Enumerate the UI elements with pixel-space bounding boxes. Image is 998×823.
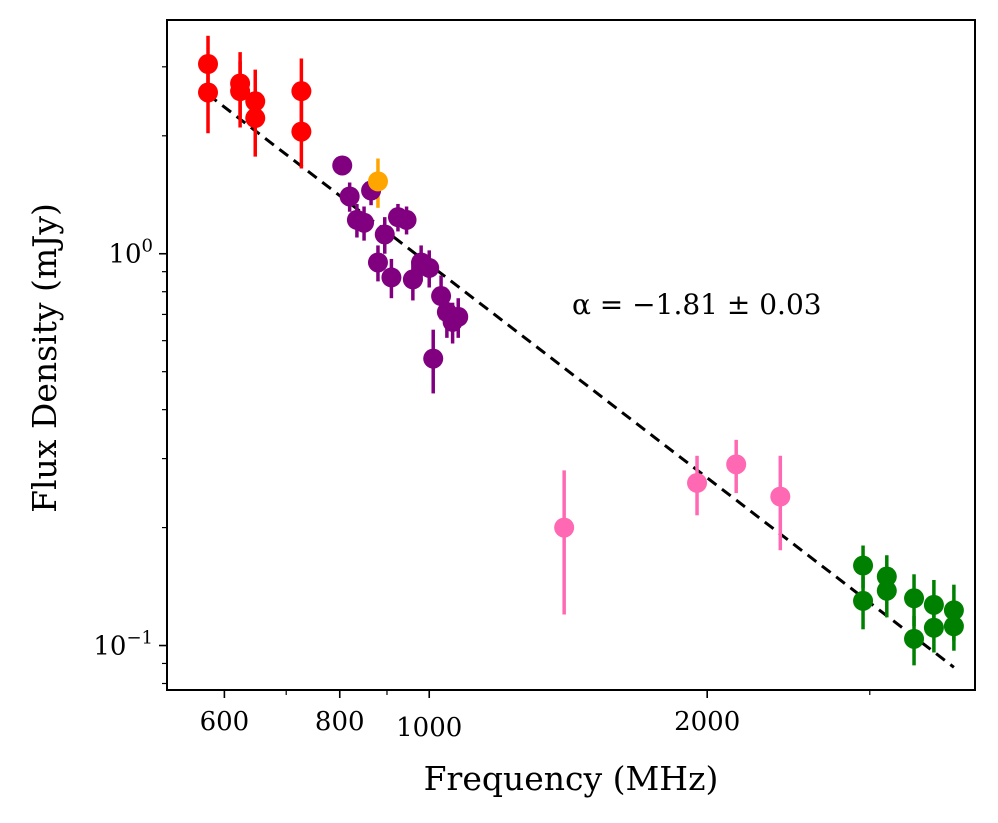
fit-line [207,93,955,669]
purple-point-6 [374,224,395,245]
purple-point-7 [381,267,402,288]
purple-point-9 [396,209,417,230]
red-point-6 [291,81,312,102]
green-point-3 [876,580,897,601]
green-point-1 [853,590,874,611]
x-tick-label-3: 2000 [674,707,740,737]
pink-point-1 [687,472,708,493]
pink-point-0 [554,517,575,538]
purple-point-3 [354,212,375,233]
x-axis-label: Frequency (MHz) [424,759,719,798]
orange-point-0 [367,171,388,192]
green-point-6 [923,594,944,615]
red-point-5 [245,108,266,129]
red-point-0 [198,53,219,74]
green-point-4 [904,588,925,609]
purple-point-1 [339,186,360,207]
green-point-8 [943,600,964,621]
y-axis-label: Flux Density (mJy) [25,203,64,513]
purple-point-10 [402,269,423,290]
green-point-2 [876,566,897,587]
pink-point-2 [726,454,747,475]
point-layer [198,53,964,649]
x-tick-label-2: 1000 [396,713,462,743]
spectral-index-annotation: α = −1.81 ± 0.03 [572,288,822,321]
plot-frame [166,19,976,691]
purple-point-17 [448,306,469,327]
purple-point-0 [332,155,353,176]
pink-point-3 [770,486,791,507]
red-point-1 [198,82,219,103]
x-tick-label-1: 800 [315,707,365,737]
y-tick-label-1: 10−1 [93,628,153,662]
purple-point-12 [419,257,440,278]
green-point-9 [943,616,964,637]
tick-layer: 600 800 1000 2000 100 10−1 [93,66,871,743]
green-point-0 [853,555,874,576]
red-point-4 [245,91,266,112]
y-tick-label-0: 100 [108,236,153,270]
green-point-5 [904,628,925,649]
red-point-3 [230,81,251,102]
green-point-7 [923,617,944,638]
purple-point-5 [367,252,388,273]
purple-point-14 [431,286,452,307]
fit-layer [207,93,955,669]
x-tick-label-0: 600 [200,707,250,737]
purple-point-13 [423,348,444,369]
red-point-7 [291,121,312,142]
